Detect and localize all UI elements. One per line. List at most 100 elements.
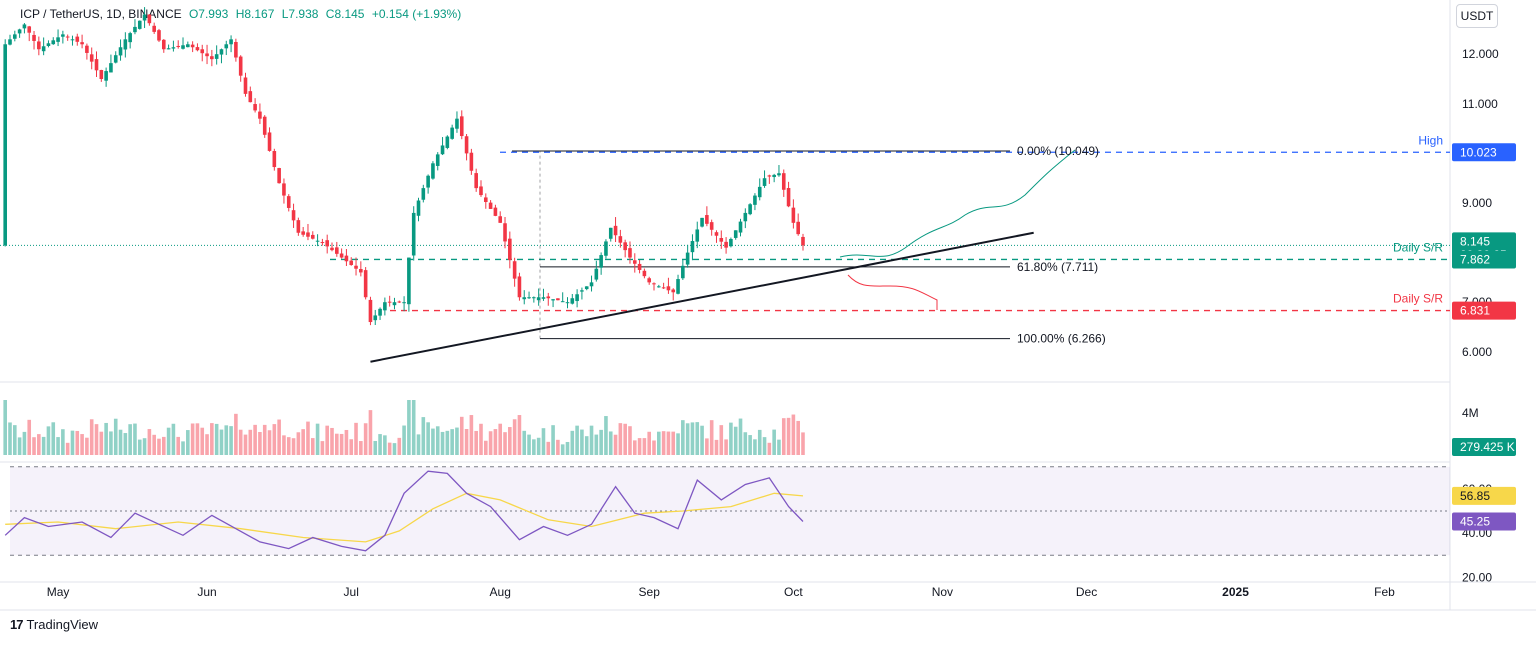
candle-body [118, 47, 123, 56]
volume-bar [498, 423, 503, 455]
candle-body [690, 241, 695, 253]
candle-body [94, 59, 99, 71]
volume-bar [652, 440, 656, 455]
volume-bar [757, 429, 762, 455]
volume-bar [690, 422, 695, 455]
candle-body [152, 25, 156, 32]
volume-tick-label: 4M [1462, 406, 1479, 420]
volume-bar [594, 434, 599, 455]
volume-bar [657, 431, 661, 455]
volume-bar [416, 434, 421, 455]
volume-bar [440, 431, 445, 455]
volume-bar [229, 426, 233, 455]
candle-body [181, 45, 185, 49]
candle-body [32, 34, 36, 41]
volume-bar [286, 437, 291, 455]
candle-body [363, 270, 368, 298]
price-tick-label: 9.000 [1462, 196, 1492, 210]
volume-bar [455, 427, 459, 455]
volume-bar [123, 433, 128, 455]
volume-bar [70, 430, 75, 455]
candle-body [161, 39, 166, 50]
volume-bar [575, 425, 579, 455]
open-value: O7.993 [188, 7, 229, 21]
candle-body [435, 154, 440, 166]
candle-body [527, 297, 531, 299]
volume-bar [157, 438, 161, 455]
date-tick-label: Oct [784, 585, 803, 599]
candle-body [666, 286, 671, 291]
volume-bar [186, 430, 190, 455]
volume-bar [719, 425, 724, 455]
candle-body [176, 45, 181, 47]
candle-body [56, 37, 60, 42]
volume-bar [402, 425, 406, 455]
volume-bar [512, 419, 517, 455]
price-tick-label: 6.000 [1462, 345, 1492, 359]
volume-bar [142, 438, 147, 455]
candle-body [378, 308, 382, 316]
tradingview-footer[interactable]: 17 TradingView [10, 617, 98, 632]
volume-bar [234, 413, 238, 455]
volume-bar [378, 434, 382, 455]
volume-bar [589, 425, 594, 455]
volume-bar [387, 442, 392, 455]
volume-bar [724, 439, 728, 455]
volume-bar [277, 419, 281, 455]
volume-bar [315, 423, 320, 455]
volume-bar [349, 439, 354, 455]
candle-body [320, 242, 325, 244]
change-value: +0.154 (+1.93%) [371, 7, 462, 21]
volume-bar [748, 435, 752, 455]
volume-bar [210, 423, 214, 455]
candle-body [455, 118, 459, 129]
date-tick-label: Jul [344, 585, 359, 599]
candle-body [258, 111, 262, 119]
volume-bar [411, 400, 416, 455]
currency-unit-button[interactable]: USDT [1456, 4, 1498, 28]
candle-body [373, 315, 378, 321]
candle-body [772, 174, 776, 178]
volume-bar [56, 437, 60, 455]
symbol-title[interactable]: ICP / TetherUS, 1D, BINANCE [20, 7, 182, 21]
candle-body [89, 54, 94, 62]
candle-body [277, 168, 281, 184]
candle-body [522, 297, 527, 300]
volume-bar [743, 432, 748, 455]
volume-bar [493, 429, 498, 455]
rsi-ma-value-label-box [1452, 486, 1516, 505]
volume-bar [435, 426, 440, 455]
candle-body [608, 227, 613, 239]
candle-body [681, 265, 685, 279]
volume-bar [753, 439, 757, 455]
volume-bar [109, 431, 113, 455]
volume-bar [729, 422, 733, 455]
candle-body [41, 46, 46, 52]
volume-value-label-box [1452, 438, 1516, 456]
candle-body [80, 42, 84, 45]
volume-bar [359, 441, 363, 455]
candle-body [243, 77, 248, 94]
candle-body [229, 39, 233, 45]
candle-body [431, 163, 435, 179]
volume-bar [431, 428, 435, 455]
candle-body [503, 223, 507, 242]
candle-body [733, 230, 738, 238]
date-tick-label: Sep [639, 585, 661, 599]
candle-body [421, 188, 426, 200]
volume-bar [599, 429, 603, 455]
candle-body [474, 173, 478, 189]
high-price-label-box [1452, 143, 1516, 162]
candle-body [75, 36, 80, 42]
volume-bar [166, 427, 171, 455]
bullish-projection-path [839, 149, 1076, 258]
volume-bar [700, 425, 704, 455]
candle-body [210, 56, 214, 60]
candle-body [286, 196, 291, 208]
candle-body [724, 241, 728, 248]
volume-bar [676, 433, 680, 455]
volume-bar [291, 438, 296, 455]
candle-body [186, 44, 190, 48]
candle-body [46, 43, 51, 46]
